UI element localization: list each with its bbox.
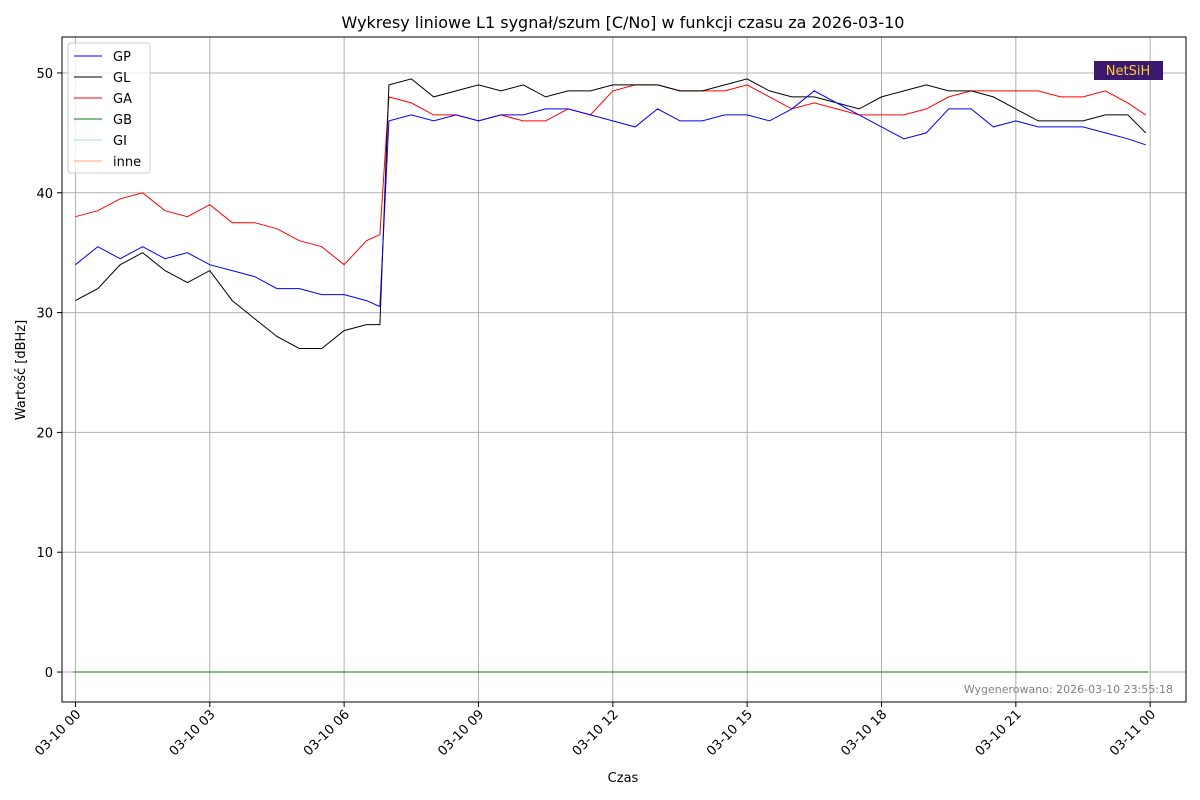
y-ticks: 0 10 20 30 40 50 <box>36 67 62 681</box>
y-tick-label: 10 <box>36 546 53 561</box>
series-line-gl <box>75 78 1147 349</box>
legend-label: GL <box>113 71 131 86</box>
legend-label: GI <box>113 134 127 149</box>
y-tick-label: 0 <box>45 666 53 681</box>
legend: GP GL GA GB GI inne <box>67 42 151 174</box>
legend-label: GA <box>113 92 132 107</box>
legend-box <box>67 42 151 174</box>
y-tick-label: 40 <box>36 187 53 202</box>
x-tick-label: 03-10 12 <box>570 707 622 759</box>
y-tick-label: 30 <box>36 307 53 322</box>
x-ticks: 03-10 00 03-10 03 03-10 06 03-10 09 03-10 12… <box>32 702 1159 759</box>
series-layer <box>73 78 1148 673</box>
y-axis-label: Wartość [dBHz] <box>14 320 29 420</box>
x-tick-label: 03-10 09 <box>435 707 487 759</box>
legend-label: inne <box>113 155 141 170</box>
x-tick-label: 03-10 21 <box>973 707 1025 759</box>
grid <box>62 37 1186 702</box>
y-tick-label: 50 <box>36 67 53 82</box>
y-tick-label: 20 <box>36 426 53 441</box>
plot-frame <box>61 36 1187 703</box>
x-tick-label: 03-10 18 <box>838 707 890 759</box>
logo-text: NetSiH <box>1106 64 1150 79</box>
x-axis-label: Czas <box>608 771 639 786</box>
legend-label: GP <box>113 50 131 65</box>
x-tick-label: 03-10 06 <box>301 707 353 759</box>
x-tick-label: 03-10 00 <box>32 707 84 759</box>
series-line-ga <box>75 84 1146 266</box>
x-tick-label: 03-11 00 <box>1107 707 1159 759</box>
logo: NetSiH <box>1094 61 1163 80</box>
logo-background <box>1094 61 1163 80</box>
series-line-gp <box>75 90 1146 308</box>
legend-label: GB <box>113 113 132 128</box>
generated-timestamp: Wygenerowano: 2026-03-10 23:55:18 <box>964 683 1173 696</box>
x-tick-label: 03-10 03 <box>167 707 219 759</box>
chart-title: Wykresy liniowe L1 sygnał/szum [C/No] w … <box>342 13 905 32</box>
x-tick-label: 03-10 15 <box>704 707 756 759</box>
